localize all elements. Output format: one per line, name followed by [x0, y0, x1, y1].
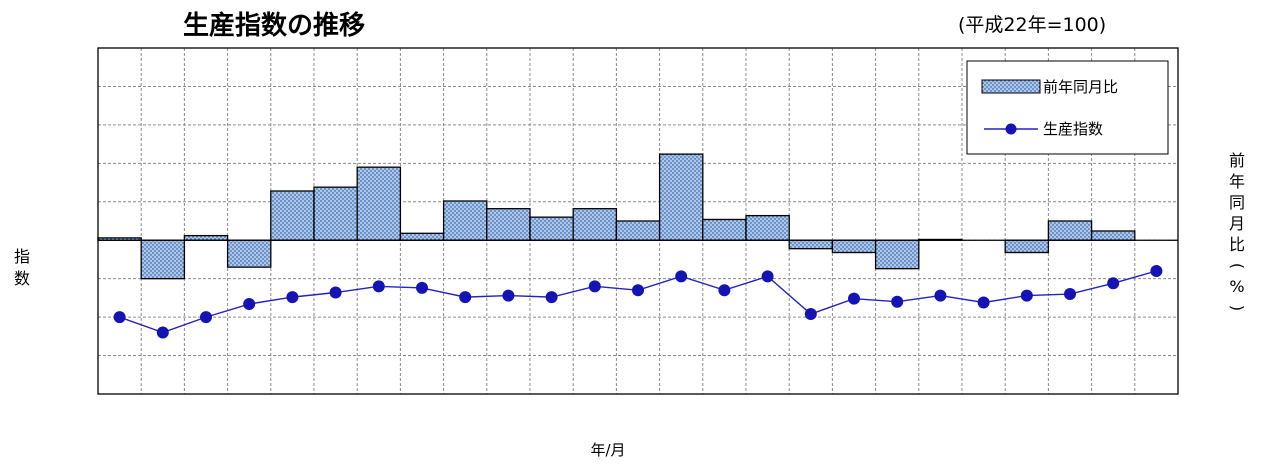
y-right-axis-label-char: (	[1228, 263, 1247, 269]
bar	[615, 220, 661, 241]
bar	[1090, 230, 1136, 241]
y-right-axis-label-char: 比	[1229, 235, 1245, 254]
bar	[831, 239, 877, 254]
bar	[442, 200, 488, 241]
y-right-axis-label-char: 年	[1229, 172, 1245, 191]
x-axis-label: 年/月	[590, 441, 625, 459]
y-left-axis-label-char: 指	[14, 247, 30, 266]
bar-series	[97, 153, 1178, 280]
legend-label-line: 生産指数	[1043, 120, 1103, 138]
line-point	[1020, 289, 1033, 302]
bar	[658, 153, 704, 241]
bar	[356, 166, 402, 241]
y-right-axis-label-char: %	[1229, 277, 1244, 296]
bar	[874, 239, 920, 270]
legend: 前年同月比 生産指数	[966, 60, 1169, 155]
line-point	[372, 280, 385, 293]
bar	[486, 208, 531, 241]
bar	[226, 239, 272, 268]
line-point	[329, 286, 342, 299]
legend-box	[966, 60, 1169, 155]
bar	[313, 186, 358, 241]
y-left-axis-label-char: 数	[14, 269, 30, 288]
line-point	[1107, 277, 1120, 290]
line-point	[286, 291, 299, 304]
line-point	[675, 270, 688, 283]
line-point	[545, 291, 558, 304]
line-point	[804, 308, 817, 321]
bar	[183, 234, 229, 241]
line-point	[416, 281, 428, 294]
y-right-axis-label-char: 同	[1229, 193, 1245, 212]
bar	[270, 190, 315, 241]
line-point	[632, 284, 644, 297]
line-point	[502, 289, 515, 302]
line-point	[200, 311, 212, 324]
bar	[529, 216, 574, 241]
chart-title: 生産指数の推移	[183, 10, 365, 41]
bar	[745, 214, 790, 241]
line-point	[243, 298, 256, 311]
line-point	[588, 280, 601, 293]
bar	[140, 239, 186, 280]
line-point	[1064, 288, 1076, 301]
bar	[788, 239, 834, 250]
line-point	[459, 291, 472, 304]
line-series	[113, 264, 1163, 339]
y-right-axis-label-char: )	[1228, 305, 1247, 311]
line-point	[113, 311, 126, 324]
bar	[1004, 239, 1050, 254]
line-point	[848, 292, 860, 305]
bar	[1047, 220, 1093, 241]
bar	[399, 232, 445, 241]
line-point	[934, 289, 947, 302]
y-right-axis-label-char: 前	[1229, 151, 1245, 170]
line-point	[891, 295, 904, 308]
legend-swatch-marker	[1005, 123, 1017, 135]
line-point	[977, 296, 990, 309]
line-point	[156, 326, 169, 339]
legend-swatch-bar	[981, 79, 1041, 94]
chart-subtitle: (平成22年=100)	[958, 14, 1106, 36]
axes: 指数 前年同月比 (%)	[14, 47, 1247, 395]
y-right-axis-label-char: 月	[1229, 214, 1245, 233]
line-point	[718, 284, 731, 297]
line-point	[761, 270, 774, 283]
bar	[572, 208, 618, 241]
bar	[702, 218, 747, 241]
plot-border	[97, 47, 1179, 395]
line-point	[1150, 264, 1163, 277]
legend-label-bar: 前年同月比	[1043, 78, 1118, 96]
